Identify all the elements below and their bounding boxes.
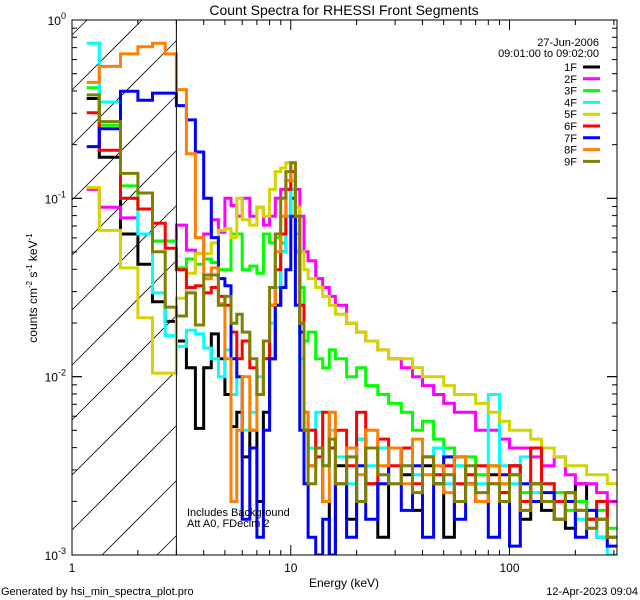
series-6F (86, 111, 617, 539)
x-tick-label: 1 (69, 561, 76, 575)
hatch-line (71, 315, 177, 421)
series-group (86, 41, 617, 555)
series-7F (86, 89, 617, 555)
legend-label-2F: 2F (564, 74, 577, 86)
y-axis-label: counts cm-2 s-1 keV-1 (25, 233, 40, 343)
legend-time-range: 09:01:00 to 09:02:00 (498, 48, 599, 60)
hatch-line (71, 425, 177, 531)
y-label-exp1: -2 (25, 280, 34, 288)
y-tick-label: 100 (48, 11, 66, 28)
y-tick-exponent: -3 (58, 546, 66, 556)
hatch-line (71, 19, 88, 36)
y-label-base: counts cm (26, 288, 40, 343)
hatch-line (71, 40, 177, 146)
legend-label-1F: 1F (564, 62, 577, 74)
legend-label-8F: 8F (564, 145, 577, 157)
series-4F (86, 41, 617, 555)
y-tick-label: 10-3 (45, 546, 66, 563)
hatch-line (156, 535, 177, 556)
y-label-exp3: -1 (25, 233, 34, 241)
hatched-region (71, 19, 177, 556)
x-axis-label: Energy (keV) (309, 576, 379, 590)
legend-date: 27-Jun-2006 (537, 37, 599, 49)
y-tick-base: 10 (45, 549, 59, 563)
x-tick-label: 10 (284, 561, 298, 575)
y-tick-label: 10-1 (45, 189, 66, 206)
footer-timestamp: 12-Apr-2023 09:04 (546, 586, 638, 598)
annotation-attenuator: Att A0, FDecim 2 (187, 518, 270, 530)
y-tick-exponent: -1 (58, 189, 66, 199)
hatch-line (71, 260, 177, 366)
annotation-background: Includes Background (187, 507, 290, 519)
legend-label-7F: 7F (564, 133, 577, 145)
y-label-mid1: s (26, 272, 40, 281)
legend-label-3F: 3F (564, 86, 577, 98)
hatch-line (71, 95, 177, 201)
axis-ticks (71, 19, 617, 556)
legend-label-4F: 4F (564, 97, 577, 109)
y-tick-base: 10 (48, 14, 62, 28)
x-tick-labels: 1 10 100 (69, 561, 520, 575)
series-5F (86, 161, 617, 486)
y-tick-base: 10 (45, 192, 59, 206)
y-tick-base: 10 (45, 371, 59, 385)
hatch-line (101, 480, 177, 556)
y-tick-label: 10-2 (45, 368, 66, 385)
y-tick-exponent: -2 (58, 368, 66, 378)
chart-title: Count Spectra for RHESSI Front Segments (209, 2, 478, 18)
legend-label-9F: 9F (564, 156, 577, 168)
legend-label-6F: 6F (564, 121, 577, 133)
hatch-line (71, 150, 177, 256)
y-label-mid2: keV (26, 240, 40, 264)
hatch-line (71, 19, 143, 91)
y-label-exp2: -1 (25, 264, 34, 272)
x-tick-label: 100 (499, 561, 519, 575)
footer-generated-by: Generated by hsi_min_spectra_plot.pro (1, 586, 194, 598)
legend-label-5F: 5F (564, 109, 577, 121)
plot-frame (71, 19, 618, 556)
series-9F (86, 93, 617, 539)
y-tick-exponent: 0 (61, 11, 66, 21)
hatch-line (71, 370, 177, 476)
